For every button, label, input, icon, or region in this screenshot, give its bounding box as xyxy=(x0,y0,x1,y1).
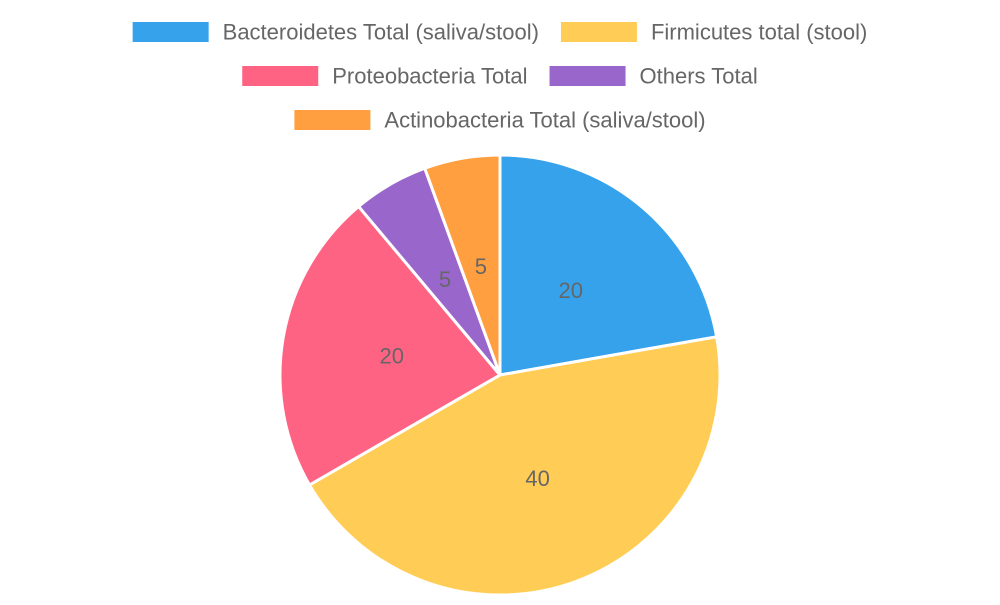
legend-swatch xyxy=(294,110,371,130)
pie-slices xyxy=(278,153,722,597)
pie-slice-0[interactable] xyxy=(498,153,719,377)
pie-slice-4[interactable] xyxy=(423,153,502,377)
slice-value-label-0: 20 xyxy=(558,278,582,303)
slice-value-label-3: 5 xyxy=(439,267,451,292)
legend-item-1[interactable]: Firmicutes total (stool) xyxy=(560,20,867,45)
pie-slice-2[interactable] xyxy=(278,204,502,487)
legend-swatch xyxy=(549,66,626,86)
slice-labels: 20 40 20 55 xyxy=(379,254,582,491)
legend-label: Proteobacteria Total xyxy=(332,64,527,89)
slice-value-label-4: 5 xyxy=(475,254,487,279)
legend-swatch xyxy=(242,66,319,86)
legend-swatch xyxy=(132,22,209,42)
slice-value-label-1: 40 xyxy=(525,466,549,491)
legend-label: Actinobacteria Total (saliva/stool) xyxy=(384,108,705,133)
legend-item-4[interactable]: Actinobacteria Total (saliva/stool) xyxy=(294,108,706,133)
legend-label: Bacteroidetes Total (saliva/stool) xyxy=(223,20,539,45)
pie-slice-1[interactable] xyxy=(307,335,722,597)
legend-item-0[interactable]: Bacteroidetes Total (saliva/stool) xyxy=(132,20,539,45)
slice-value-label-2: 20 xyxy=(379,343,403,368)
legend-item-2[interactable]: Proteobacteria Total xyxy=(242,64,528,89)
legend-label: Firmicutes total (stool) xyxy=(651,20,867,45)
legend-label: Others Total xyxy=(640,64,758,89)
legend-swatch xyxy=(560,22,637,42)
legend: Bacteroidetes Total (saliva/stool) Firmic… xyxy=(132,20,867,133)
legend-item-3[interactable]: Others Total xyxy=(549,64,758,89)
